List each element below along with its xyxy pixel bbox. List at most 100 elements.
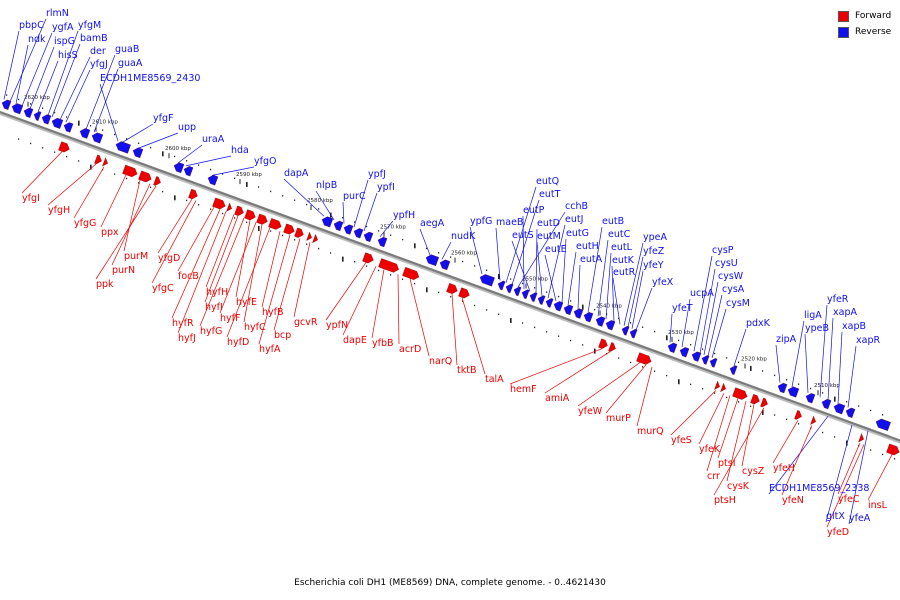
reverse-gene-label[interactable]: bamB — [80, 33, 108, 44]
reverse-gene-arrow[interactable] — [620, 325, 630, 336]
reverse-gene-label[interactable]: nlpB — [316, 180, 337, 191]
forward-gene-label[interactable]: tktB — [457, 365, 476, 376]
reverse-gene-arrow[interactable] — [690, 350, 702, 362]
reverse-gene-arrow[interactable] — [804, 392, 816, 404]
reverse-gene-arrow[interactable] — [504, 282, 514, 294]
reverse-gene-arrow[interactable] — [332, 220, 344, 232]
reverse-gene-arrow[interactable] — [628, 328, 638, 339]
forward-gene-label[interactable]: yfgD — [158, 253, 180, 264]
reverse-gene-label[interactable]: yfgM — [78, 20, 101, 31]
reverse-gene-label[interactable]: eutP — [523, 205, 545, 216]
reverse-gene-label[interactable]: dapA — [284, 168, 309, 179]
reverse-gene-label[interactable]: eutD — [537, 218, 560, 229]
reverse-gene-arrow[interactable] — [700, 354, 710, 365]
reverse-gene-label[interactable]: rlmN — [46, 8, 69, 19]
reverse-gene-label[interactable]: ygfA — [52, 22, 74, 33]
reverse-gene-arrow[interactable] — [708, 357, 718, 368]
forward-gene-arrow[interactable] — [402, 267, 420, 281]
reverse-gene-label[interactable]: ypfI — [377, 182, 395, 193]
reverse-gene-arrow[interactable] — [776, 382, 788, 394]
reverse-gene-arrow[interactable] — [376, 236, 388, 248]
reverse-gene-arrow[interactable] — [131, 146, 144, 159]
reverse-gene-label[interactable]: aegA — [420, 218, 445, 229]
reverse-gene-arrow[interactable] — [666, 342, 678, 353]
reverse-gene-arrow[interactable] — [528, 291, 538, 302]
reverse-gene-arrow[interactable] — [362, 231, 374, 243]
forward-gene-label[interactable]: yfeN — [782, 495, 804, 506]
forward-gene-label[interactable]: hyfR — [172, 318, 194, 329]
reverse-gene-label[interactable]: eutE — [545, 244, 567, 255]
reverse-gene-arrow[interactable] — [182, 165, 194, 177]
forward-gene-label[interactable]: focB — [178, 271, 199, 282]
forward-gene-label[interactable]: ptsH — [714, 495, 736, 506]
reverse-gene-label[interactable]: hda — [231, 145, 249, 156]
forward-gene-arrow[interactable] — [122, 164, 138, 178]
reverse-gene-label[interactable]: ndk — [28, 34, 46, 45]
forward-gene-arrow[interactable] — [886, 443, 900, 457]
forward-gene-arrow[interactable] — [256, 213, 268, 226]
forward-gene-label[interactable]: yfgG — [74, 218, 96, 229]
reverse-gene-arrow[interactable] — [562, 304, 574, 316]
reverse-gene-label[interactable]: cysW — [718, 271, 744, 282]
forward-gene-arrow[interactable] — [362, 252, 374, 265]
forward-gene-arrow[interactable] — [810, 415, 817, 426]
reverse-gene-label[interactable]: ypfH — [393, 210, 415, 221]
reverse-gene-label[interactable]: yfgJ — [90, 59, 108, 70]
forward-gene-label[interactable]: talA — [485, 374, 504, 385]
reverse-gene-arrow[interactable] — [0, 99, 12, 110]
reverse-gene-arrow[interactable] — [678, 346, 690, 358]
forward-gene-label[interactable]: ypfN — [326, 320, 348, 331]
forward-gene-label[interactable]: crr — [707, 471, 720, 482]
forward-gene-arrow[interactable] — [294, 227, 305, 239]
reverse-gene-label[interactable]: yfgO — [254, 156, 276, 167]
reverse-gene-label[interactable]: ligA — [804, 310, 822, 321]
reverse-gene-label[interactable]: pdxK — [746, 318, 771, 329]
forward-gene-arrow[interactable] — [312, 233, 319, 244]
forward-gene-label[interactable]: yfeD — [827, 527, 849, 538]
forward-gene-arrow[interactable] — [608, 342, 617, 353]
reverse-gene-arrow[interactable] — [786, 385, 800, 398]
reverse-gene-label[interactable]: zipA — [776, 334, 797, 345]
reverse-gene-label[interactable]: ucpA — [690, 288, 714, 299]
reverse-gene-label[interactable]: yfeZ — [643, 246, 665, 257]
forward-gene-arrow[interactable] — [102, 157, 109, 168]
reverse-gene-label[interactable]: yfeR — [827, 294, 849, 305]
reverse-gene-arrow[interactable] — [820, 398, 832, 410]
forward-gene-label[interactable]: hyfC — [244, 322, 266, 333]
reverse-gene-label[interactable]: hisS — [58, 50, 78, 61]
forward-gene-label[interactable]: yfgC — [152, 283, 174, 294]
reverse-gene-label[interactable]: yfeT — [672, 303, 693, 314]
reverse-gene-arrow[interactable] — [90, 131, 104, 144]
forward-gene-label[interactable]: hyfE — [236, 297, 257, 308]
forward-gene-label[interactable]: hyfB — [262, 307, 284, 318]
forward-gene-arrow[interactable] — [732, 387, 748, 401]
reverse-gene-arrow[interactable] — [320, 215, 334, 228]
reverse-gene-arrow[interactable] — [424, 253, 440, 267]
legend-item-forward[interactable]: Forward — [838, 8, 898, 24]
reverse-gene-label[interactable]: ECDH1ME8569_2338 — [769, 483, 869, 494]
reverse-gene-label[interactable]: eutL — [611, 242, 633, 253]
reverse-gene-arrow[interactable] — [594, 315, 606, 327]
forward-gene-label[interactable]: murQ — [637, 426, 664, 437]
forward-gene-label[interactable]: yfgH — [48, 205, 70, 216]
forward-gene-label[interactable]: purM — [124, 251, 148, 262]
reverse-gene-label[interactable]: eutK — [612, 255, 635, 266]
reverse-gene-arrow[interactable] — [552, 300, 564, 312]
forward-gene-label[interactable]: yfeC — [838, 494, 860, 505]
reverse-gene-label[interactable]: purC — [343, 191, 366, 202]
forward-gene-label[interactable]: yfeK — [699, 444, 721, 455]
reverse-gene-arrow[interactable] — [78, 127, 91, 139]
reverse-gene-label[interactable]: yfeX — [652, 277, 674, 288]
reverse-gene-label[interactable]: ypeA — [643, 232, 667, 243]
forward-gene-label[interactable]: hemF — [510, 384, 537, 395]
forward-gene-arrow[interactable] — [138, 170, 152, 184]
reverse-gene-arrow[interactable] — [10, 102, 24, 115]
reverse-gene-arrow[interactable] — [172, 161, 185, 174]
reverse-gene-label[interactable]: maeB — [496, 217, 523, 228]
reverse-gene-arrow[interactable] — [206, 174, 219, 186]
reverse-gene-arrow[interactable] — [438, 258, 451, 271]
reverse-gene-label[interactable]: guaA — [118, 58, 143, 69]
reverse-gene-label[interactable]: eutM — [537, 231, 561, 242]
reverse-gene-label[interactable]: gltX — [826, 511, 845, 522]
forward-gene-label[interactable]: hyfF — [220, 313, 240, 324]
